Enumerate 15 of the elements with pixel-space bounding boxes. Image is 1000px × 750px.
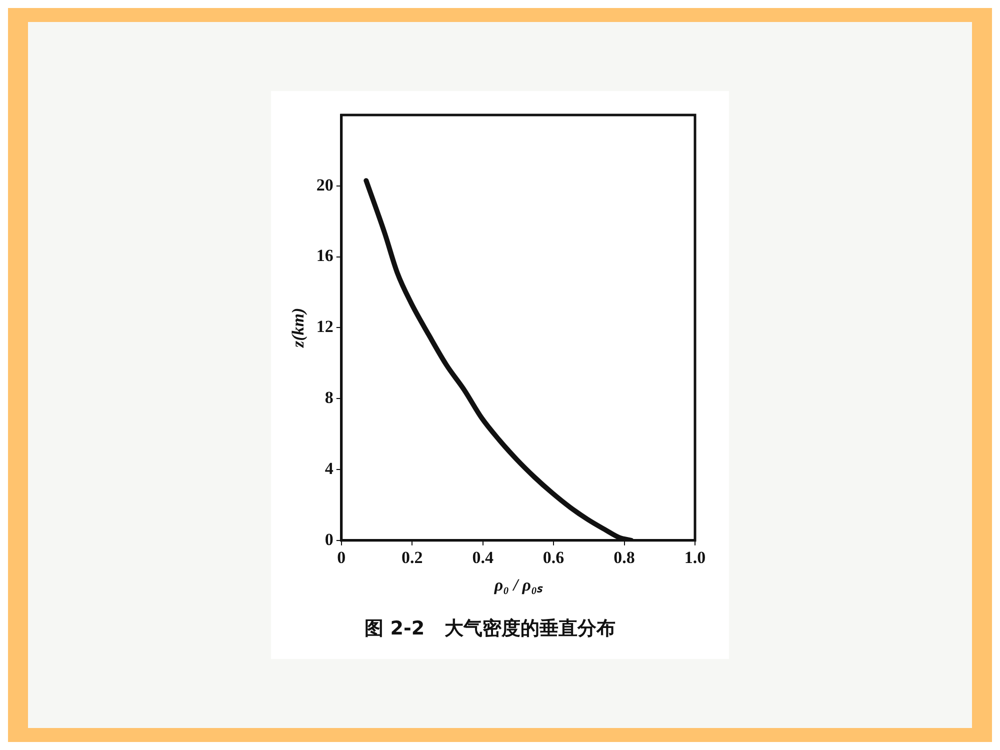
y-tick-label: 0: [324, 530, 334, 549]
y-tick-label: 8: [324, 388, 334, 407]
text: 图 2-2 大气密度的垂直分布: [364, 618, 616, 640]
y-tick-label: 16: [316, 246, 334, 266]
x-tick-label: 0.2: [401, 548, 423, 567]
x-tick-label: 0.4: [472, 548, 494, 567]
y-tick-label: 4: [324, 458, 334, 478]
x-tick-label: 0.6: [542, 548, 564, 567]
x-tick-label: 0.8: [614, 548, 635, 567]
y-tick-label: 20: [316, 175, 334, 194]
y-tick-label: 12: [316, 317, 334, 336]
x-tick-label: 0: [337, 548, 346, 567]
y-axis-title: z(km): [288, 308, 308, 349]
x-tick-label: 1.0: [684, 548, 706, 567]
x-axis-title: ρ₀ / ρ₀ₛ: [493, 575, 544, 594]
